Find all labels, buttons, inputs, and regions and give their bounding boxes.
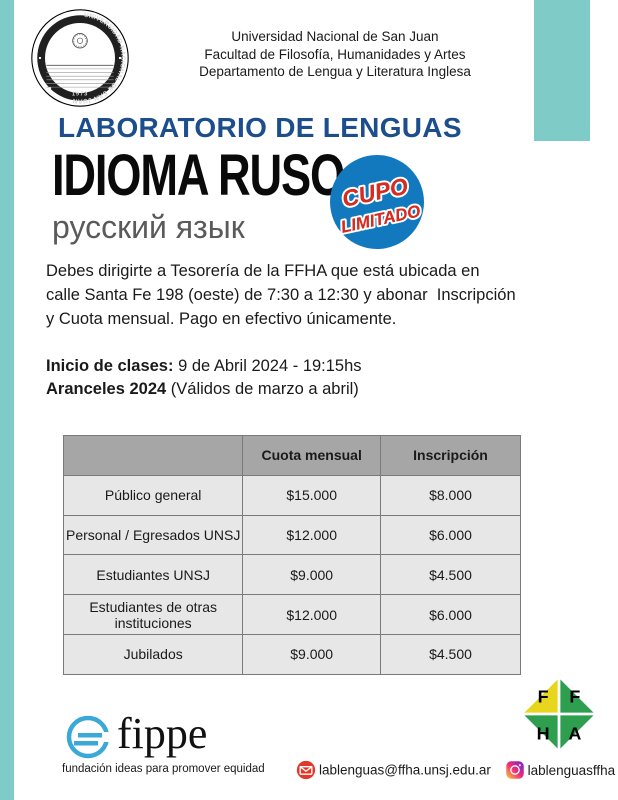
- svg-text:A: A: [568, 724, 581, 744]
- svg-text:H: H: [537, 724, 550, 744]
- svg-text:1973: 1973: [72, 92, 88, 98]
- svg-text:F: F: [538, 686, 549, 706]
- svg-text:F: F: [569, 686, 580, 706]
